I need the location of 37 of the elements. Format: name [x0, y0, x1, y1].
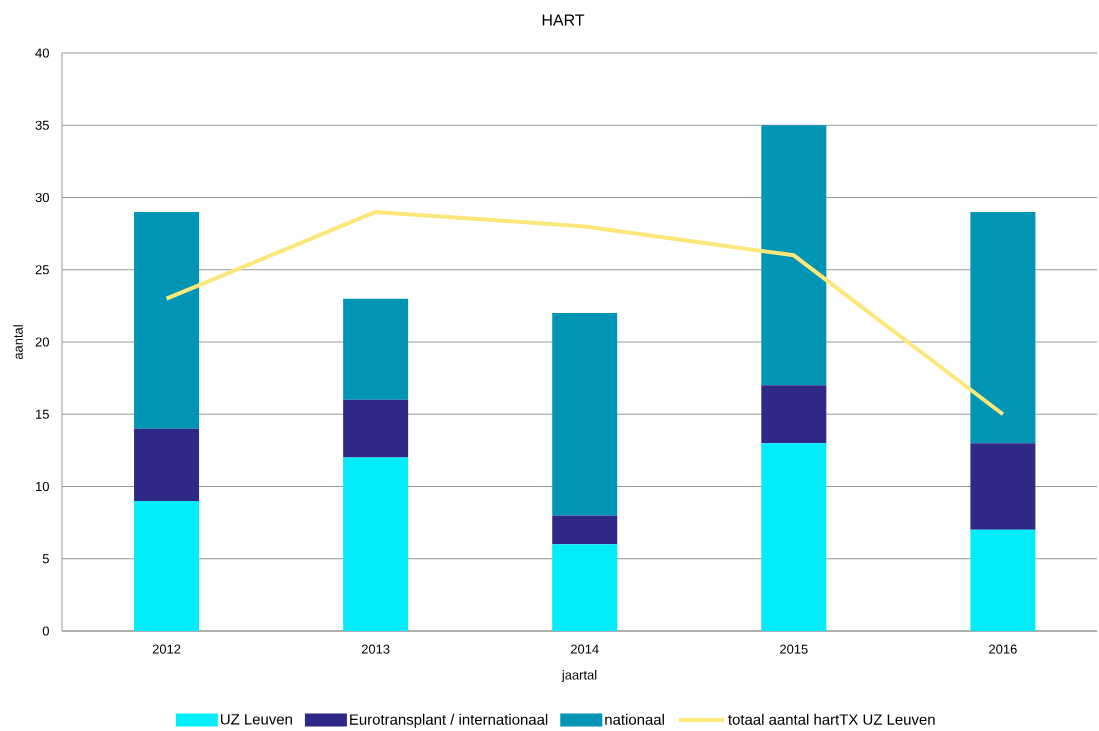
- y-tick-label: 35: [35, 120, 49, 130]
- legend-label: UZ Leuven: [220, 714, 292, 725]
- legend-label: totaal aantal hartTX UZ Leuven: [728, 713, 935, 725]
- x-tick-label: 2012: [152, 644, 181, 654]
- line-series: [164, 209, 1005, 417]
- bar: [343, 457, 409, 631]
- y-tick-label: 30: [35, 192, 49, 203]
- bar: [343, 399, 409, 458]
- bar: [134, 211, 200, 429]
- y-tick-label: 10: [36, 481, 49, 492]
- bar: [761, 443, 827, 631]
- bar: [761, 385, 827, 444]
- legend-label: nationaal: [605, 713, 664, 725]
- y-tick-label: 25: [35, 265, 49, 275]
- bar: [343, 298, 409, 400]
- bar: [970, 529, 1036, 631]
- bar: [970, 443, 1036, 530]
- x-tick-label: 2013: [361, 644, 390, 654]
- y-tick-label: 40: [35, 48, 49, 58]
- y-tick-label: 20: [35, 337, 49, 347]
- bar: [552, 515, 618, 545]
- chart-title: HART: [542, 14, 585, 26]
- bar: [134, 500, 200, 631]
- x-tick-label: 2015: [780, 644, 808, 654]
- legend-label: Eurotransplant / internationaal: [350, 713, 548, 728]
- bar: [970, 211, 1036, 444]
- x-tick-label: 2014: [570, 644, 599, 654]
- bar: [552, 544, 618, 631]
- y-axis-title: aantal: [13, 325, 23, 360]
- bar: [134, 428, 200, 501]
- bar: [761, 125, 827, 386]
- y-tick-label: 0: [42, 626, 49, 636]
- bar: [552, 313, 618, 516]
- x-axis-title: jaartal: [561, 670, 597, 683]
- y-tick-label: 15: [36, 409, 49, 419]
- x-tick-label: 2016: [989, 644, 1017, 654]
- y-tick-label: 5: [42, 554, 49, 564]
